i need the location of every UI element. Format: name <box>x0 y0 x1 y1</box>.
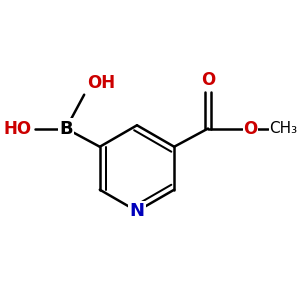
Text: O: O <box>243 119 257 137</box>
Text: B: B <box>59 119 73 137</box>
Text: N: N <box>130 202 145 220</box>
Text: O: O <box>201 71 215 89</box>
Text: CH₃: CH₃ <box>269 121 297 136</box>
Text: OH: OH <box>87 74 115 92</box>
Text: HO: HO <box>4 119 32 137</box>
